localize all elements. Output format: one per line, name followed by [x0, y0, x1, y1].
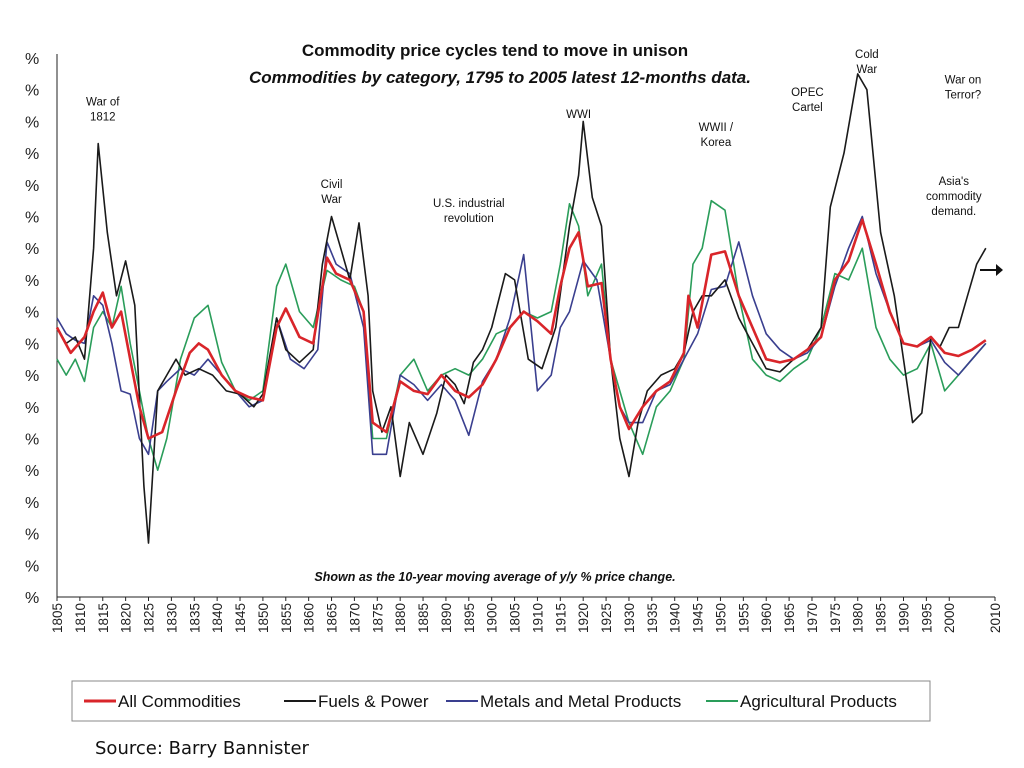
x-tick-label: 1850 — [256, 603, 271, 633]
y-tick-label: % — [25, 495, 39, 512]
event-annotation: War on Terror? — [945, 74, 982, 101]
series-line-agricultural-products — [56, 199, 987, 471]
x-tick-label: 1955 — [736, 603, 751, 633]
x-tick-label: 1865 — [325, 603, 340, 633]
x-axis: 1805 1810 1815 1820 1825 1830 1835 1840 1845 1850… — [50, 596, 1003, 633]
x-tick-label: 1840 — [210, 603, 225, 633]
legend-label: Agricultural Products — [740, 692, 897, 711]
x-tick-label: 1860 — [302, 603, 317, 633]
y-tick-label: % — [25, 400, 39, 417]
x-tick-label: 2010 — [988, 603, 1003, 633]
x-tick-label: 1805 — [508, 603, 523, 633]
x-tick-label: 1985 — [874, 603, 889, 633]
x-tick-label: 1930 — [622, 603, 637, 633]
annotations: War of 1812 Civil War U.S. industrial revolut… — [86, 49, 982, 225]
y-axis: %%%%%%%%%%%%%%%%%% — [25, 51, 58, 607]
series-line-fuels-power — [56, 73, 987, 544]
x-tick-label: 1915 — [553, 603, 568, 633]
x-tick-label: 1895 — [462, 603, 477, 633]
legend-box — [71, 680, 931, 722]
event-annotation: War of 1812 — [86, 97, 120, 124]
x-tick-label: 1950 — [713, 603, 728, 633]
legend-label: Fuels & Power — [318, 692, 429, 711]
legend: All Commodities Fuels & Power Metals and M… — [71, 680, 931, 722]
x-tick-label: 2000 — [942, 603, 957, 633]
x-tick-label: 1925 — [599, 603, 614, 633]
x-tick-label: 1805 — [50, 603, 65, 633]
x-tick-label: 1845 — [233, 603, 248, 633]
chart-title: Commodity price cycles tend to move in u… — [302, 41, 688, 60]
x-tick-label: 1830 — [164, 603, 179, 633]
chart-note: Shown as the 10-year moving average of y… — [314, 570, 675, 584]
series-line-all-commodities — [55, 218, 987, 440]
series-line-metals-and-metal-products — [56, 215, 987, 456]
x-tick-label: 1975 — [828, 603, 843, 633]
x-tick-label: 1990 — [896, 603, 911, 633]
y-tick-label: % — [25, 114, 39, 131]
y-tick-label: % — [25, 463, 39, 480]
plot-lines — [55, 73, 1003, 544]
x-tick-label: 1810 — [73, 603, 88, 633]
chart-subtitle: Commodities by category, 1795 to 2005 la… — [249, 68, 751, 87]
event-annotation: Civil War — [321, 179, 343, 206]
y-tick-label: % — [25, 210, 39, 227]
event-annotation: Cold War — [855, 49, 879, 76]
legend-label: Metals and Metal Products — [480, 692, 681, 711]
y-tick-label: % — [25, 51, 39, 68]
x-tick-label: 1900 — [485, 603, 500, 633]
x-tick-label: 1935 — [645, 603, 660, 633]
event-annotation: WWII / Korea — [699, 122, 734, 149]
event-annotation: U.S. industrial revolution — [433, 198, 505, 225]
x-tick-label: 1920 — [576, 603, 591, 633]
x-tick-label: 1815 — [96, 603, 111, 633]
y-tick-label: % — [25, 431, 39, 448]
y-tick-label: % — [25, 590, 39, 607]
x-tick-label: 1980 — [851, 603, 866, 633]
event-annotation: Asia's commodity demand. — [926, 176, 982, 218]
y-tick-label: % — [25, 146, 39, 163]
x-tick-label: 1945 — [691, 603, 706, 633]
y-tick-label: % — [25, 241, 39, 258]
source-credit: Source: Barry Bannister — [95, 738, 309, 759]
y-tick-label: % — [25, 178, 39, 195]
x-tick-label: 1940 — [668, 603, 683, 633]
y-tick-label: % — [25, 368, 39, 385]
x-tick-label: 1960 — [759, 603, 774, 633]
y-tick-label: % — [25, 527, 39, 544]
x-tick-label: 1820 — [119, 603, 134, 633]
y-tick-label: % — [25, 558, 39, 575]
x-tick-label: 1825 — [142, 603, 157, 633]
x-tick-label: 1970 — [805, 603, 820, 633]
x-tick-label: 1880 — [393, 603, 408, 633]
x-tick-label: 1835 — [187, 603, 202, 633]
asia-arrow-head — [996, 264, 1003, 276]
x-tick-label: 1965 — [782, 603, 797, 633]
x-tick-label: 1870 — [347, 603, 362, 633]
x-tick-label: 1875 — [370, 603, 385, 633]
y-tick-label: % — [25, 305, 39, 322]
y-tick-label: % — [25, 83, 39, 100]
x-tick-label: 1995 — [919, 603, 934, 633]
legend-label: All Commodities — [118, 692, 241, 711]
y-tick-label: % — [25, 273, 39, 290]
x-tick-label: 1910 — [530, 603, 545, 633]
event-annotation: WWI — [566, 109, 591, 121]
y-tick-label: % — [25, 336, 39, 353]
event-annotation: OPEC Cartel — [791, 87, 824, 114]
x-tick-label: 1890 — [439, 603, 454, 633]
x-tick-label: 1855 — [279, 603, 294, 633]
x-tick-label: 1885 — [416, 603, 431, 633]
